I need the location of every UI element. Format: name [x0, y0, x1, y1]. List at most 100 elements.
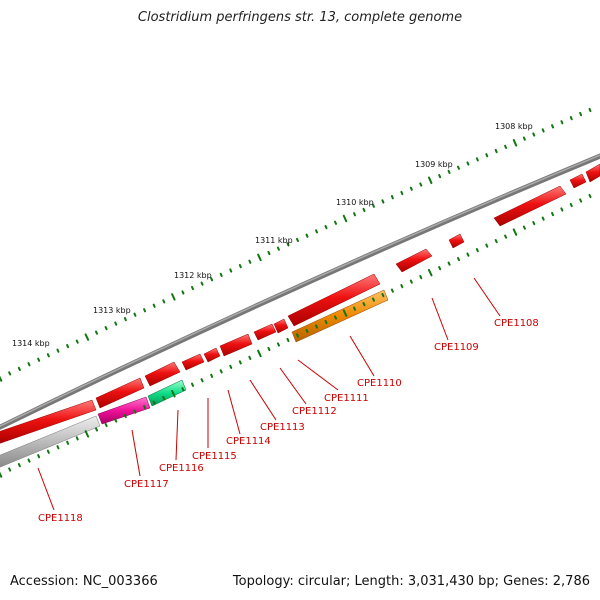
gene-block-l[interactable] [0, 399, 97, 444]
gene-block-h[interactable] [203, 347, 221, 363]
outer-scale-tick [522, 136, 526, 141]
outer-scale-tick [75, 339, 79, 344]
inner-scale-tick [512, 228, 518, 236]
gene-block-c[interactable] [395, 248, 433, 273]
outer-scale-tick [342, 214, 348, 223]
outer-scale-tick [447, 169, 451, 175]
gene-block-g[interactable] [219, 333, 253, 357]
inner-scale-tick [352, 306, 357, 311]
outer-scale-tick [381, 199, 385, 204]
inner-scale-tick [371, 297, 375, 302]
gene-block-f[interactable] [253, 323, 277, 341]
gene-block-k[interactable] [95, 377, 145, 409]
outer-scale-tick [37, 357, 41, 362]
gene-label-cpe1113[interactable]: CPE1113 [260, 422, 305, 433]
gene-cpe1118-block[interactable] [0, 415, 101, 468]
outer-scale-tick [219, 272, 223, 277]
gene-cpe1116-block[interactable] [147, 379, 187, 407]
outer-scale-tick [419, 182, 423, 187]
inner-scale-tick [504, 234, 508, 239]
inner-scale-tick [447, 261, 451, 266]
gene-label-cpe1117[interactable]: CPE1117 [124, 479, 169, 490]
gene-label-cpe1114[interactable]: CPE1114 [226, 436, 271, 447]
inner-scale-tick [257, 349, 262, 358]
inner-scale-tick [400, 284, 404, 289]
accession-text: Accession: NC_003366 [10, 574, 158, 589]
gene-block-d[interactable] [287, 273, 381, 327]
outer-scale-tick [579, 111, 583, 117]
inner-scale-tick [286, 337, 290, 343]
outer-scale-tick [152, 303, 156, 308]
outer-scale-tick [560, 120, 564, 125]
inner-scale-tick [171, 389, 176, 398]
outer-scale-tick [8, 371, 12, 376]
inner-scale-tick [238, 360, 242, 365]
inner-scale-tick [104, 422, 108, 428]
gene-cpe1108-block[interactable] [493, 185, 567, 227]
inner-scale-tick [475, 248, 479, 253]
outer-scale-tick [371, 203, 375, 208]
gene-label-cpe1110[interactable]: CPE1110 [357, 378, 402, 389]
outer-scale-tick [56, 348, 60, 353]
gene-label-cpe1116[interactable]: CPE1116 [159, 463, 204, 474]
outer-scale-tick [400, 190, 404, 196]
outer-scale-tick [305, 233, 309, 238]
outer-scale-tick [286, 242, 290, 247]
inner-scale-tick [0, 471, 3, 478]
inner-scale-tick [541, 216, 545, 221]
outer-scale-tick [475, 157, 479, 162]
outer-scale-tick [362, 207, 366, 213]
inner-scale-tick [27, 458, 31, 463]
inner-scale-tick [190, 382, 195, 387]
inner-scale-tick [143, 405, 147, 410]
inner-scale-tick [466, 252, 470, 257]
inner-scale-track [0, 193, 592, 478]
gene-block-a[interactable] [569, 173, 587, 189]
scale-label-1309: 1309 kbp [415, 160, 453, 169]
outer-scale-tick [296, 237, 299, 243]
gene-label-cpe1108[interactable]: CPE1108 [494, 318, 539, 329]
outer-scale-tick [504, 144, 508, 150]
outer-scale-tick [569, 116, 573, 121]
outer-scale-tick [324, 224, 328, 230]
outer-scale-tick [46, 353, 50, 358]
scale-label-1310: 1310 kbp [336, 198, 374, 207]
inner-scale-tick [56, 445, 60, 450]
inner-scale-tick [427, 268, 433, 277]
gene-block-e[interactable] [273, 318, 289, 334]
reverse-genes [0, 289, 389, 468]
gene-block-b[interactable] [585, 163, 600, 183]
gene-cpe1109-block[interactable] [448, 233, 465, 249]
outer-scale-tick [27, 362, 31, 367]
inner-scale-tick [84, 430, 90, 438]
outer-scale-tick [171, 293, 176, 301]
inner-scale-tick [248, 355, 252, 360]
inner-scale-tick [342, 309, 348, 317]
gene-label-cpe1111[interactable]: CPE1111 [324, 393, 369, 404]
inner-scale-tick [438, 266, 442, 271]
gene-label-cpe1115[interactable]: CPE1115 [192, 451, 237, 462]
inner-scale-tick [66, 440, 70, 445]
inner-scale-tick [219, 369, 223, 374]
gene-label-cpe1112[interactable]: CPE1112 [292, 406, 337, 417]
inner-scale-tick [560, 207, 564, 212]
gene-label-cpe1109[interactable]: CPE1109 [434, 342, 479, 353]
forward-genes [0, 163, 600, 444]
inner-scale-tick [46, 449, 50, 454]
genome-backbone-highlight [0, 154, 600, 427]
outer-scale-tick [315, 229, 319, 234]
outer-scale-tick [210, 277, 214, 282]
gene-label-cpe1118[interactable]: CPE1118 [38, 513, 83, 524]
gene-block-j[interactable] [144, 361, 181, 387]
outer-scale-tick [200, 281, 204, 286]
inner-scale-tick [229, 364, 233, 369]
gene-block-i[interactable] [181, 353, 205, 371]
outer-scale-tick [485, 153, 489, 158]
inner-scale-tick [522, 225, 526, 230]
inner-scale-tick [162, 396, 166, 401]
gene-cpe1117-block[interactable] [97, 396, 151, 425]
scale-labels: 1308 kbp 1309 kbp 1310 kbp 1311 kbp 1312… [12, 122, 533, 348]
inner-scale-tick [569, 202, 573, 208]
inner-scale-tick [8, 467, 12, 472]
